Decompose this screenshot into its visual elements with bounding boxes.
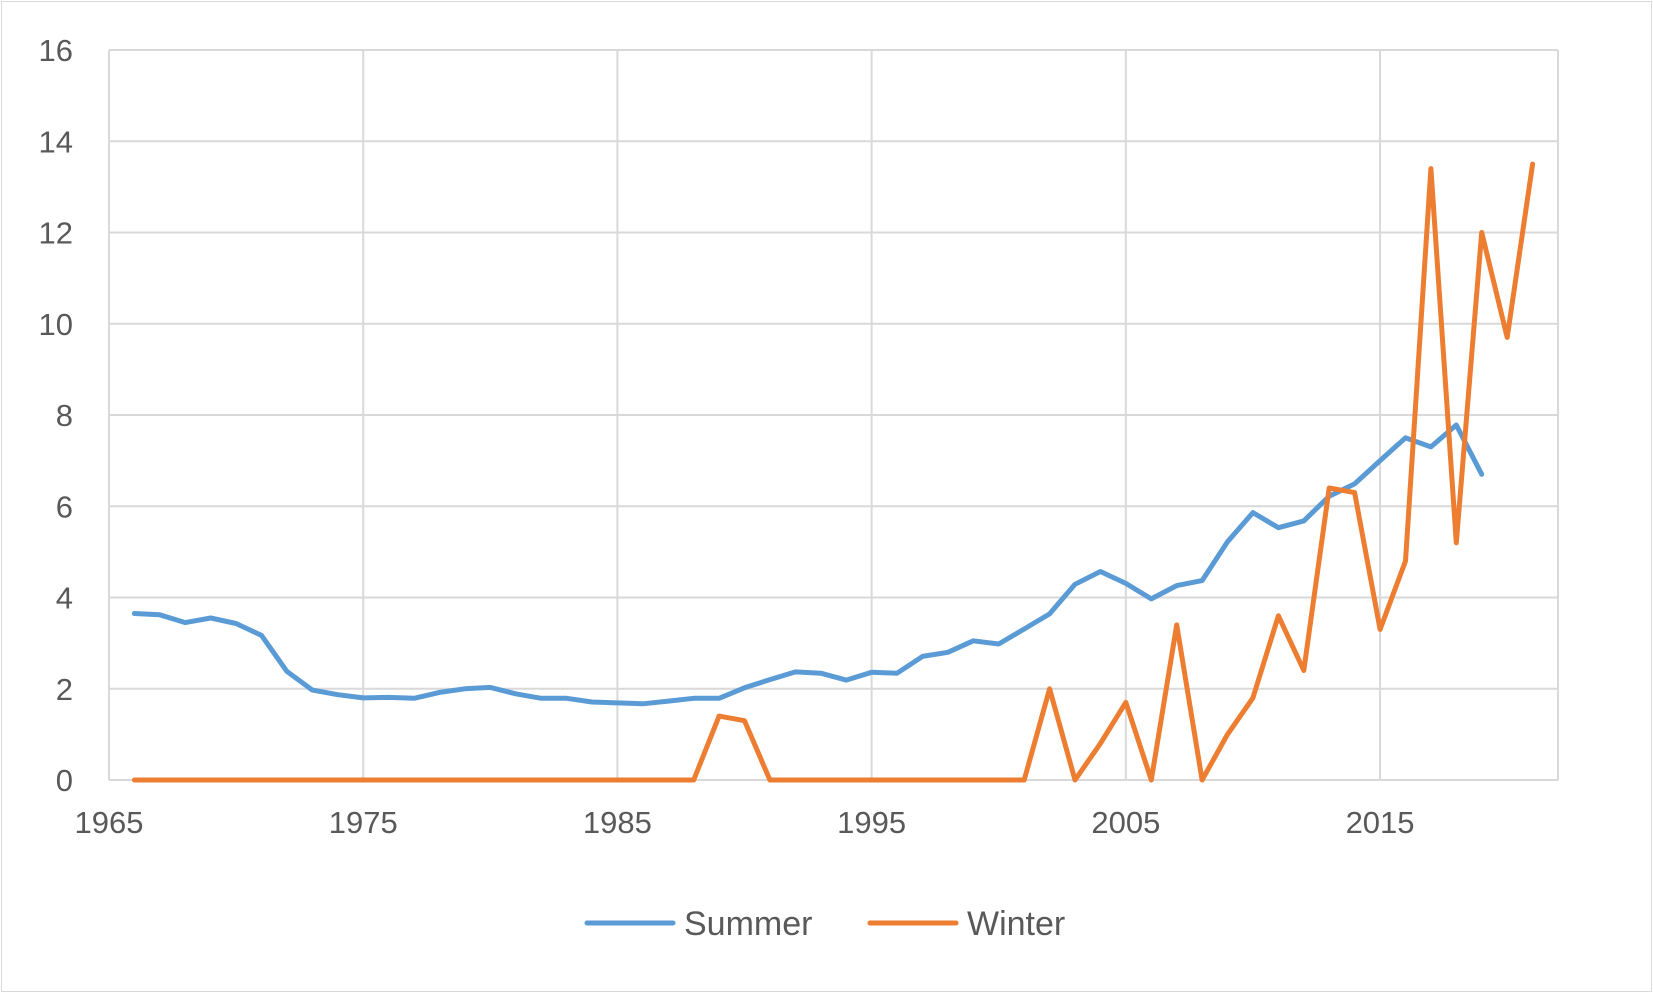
y-tick-label: 2 [56, 672, 73, 707]
y-tick-label: 12 [39, 216, 73, 251]
x-tick-label: 1975 [329, 805, 398, 840]
y-axis-ticks: 0 2 4 6 8 10 12 14 16 [39, 33, 73, 798]
y-tick-label: 14 [39, 124, 73, 159]
y-tick-label: 10 [39, 307, 73, 342]
gridlines [108, 49, 1559, 781]
series-lines [131, 161, 1536, 783]
x-tick-label: 2015 [1346, 805, 1415, 840]
x-axis-ticks: 1965 1975 1985 1995 2005 2015 [75, 805, 1415, 840]
x-tick-label: 1985 [583, 805, 652, 840]
y-tick-label: 8 [56, 398, 73, 433]
legend-label-winter: Winter [967, 905, 1065, 943]
x-tick-label: 1995 [837, 805, 906, 840]
legend: Summer Winter [584, 905, 1065, 943]
series-line-winter [131, 161, 1536, 783]
y-tick-label: 16 [39, 33, 73, 68]
x-tick-label: 1965 [75, 805, 144, 840]
x-tick-label: 2005 [1091, 805, 1160, 840]
legend-label-summer: Summer [684, 905, 812, 943]
y-tick-label: 4 [56, 581, 73, 616]
y-tick-label: 6 [56, 489, 73, 524]
series-line-summer [131, 422, 1485, 707]
y-tick-label: 0 [56, 763, 73, 798]
